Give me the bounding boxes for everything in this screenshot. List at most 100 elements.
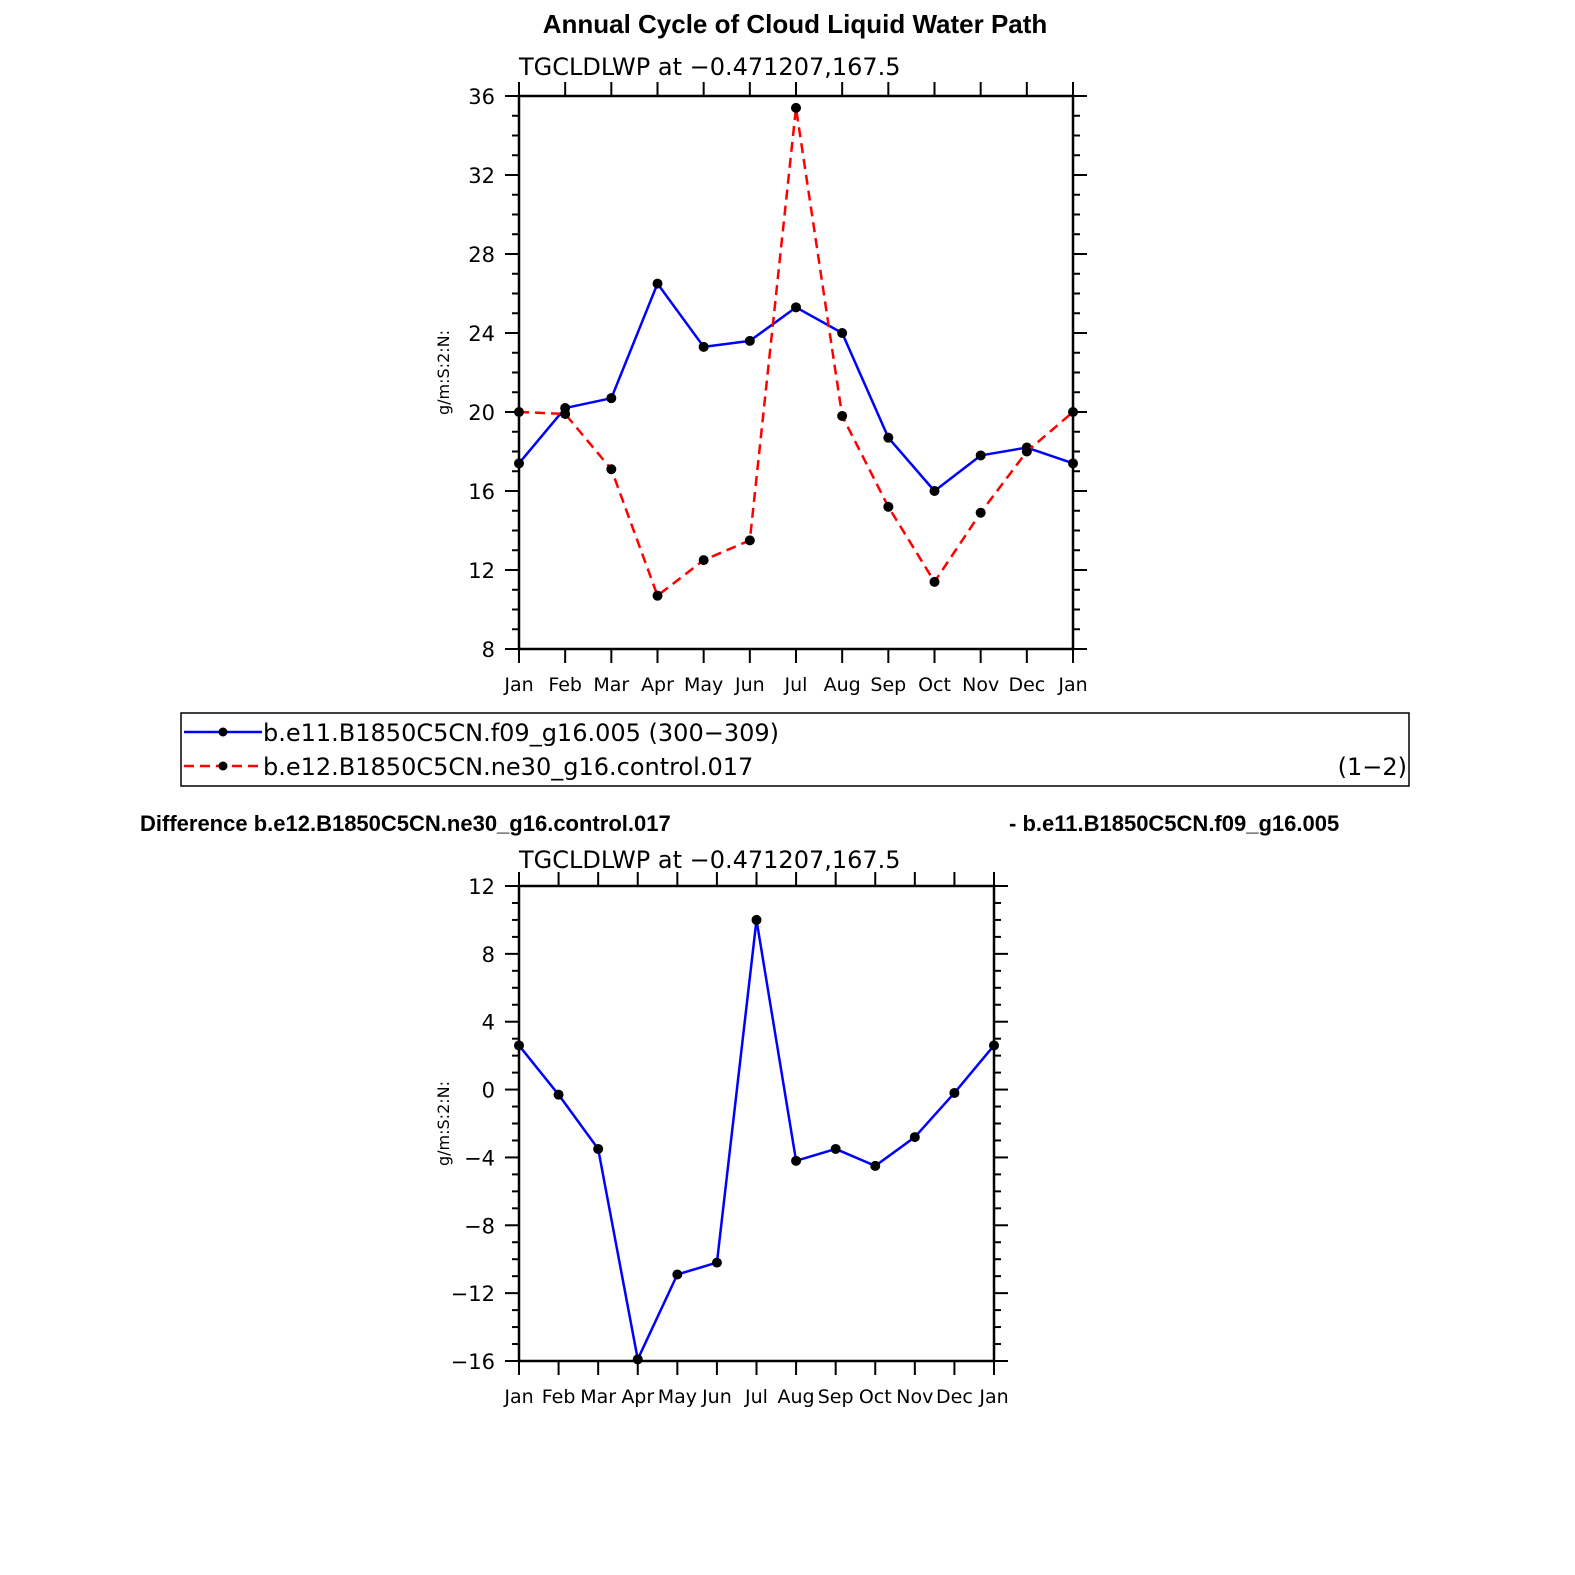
data-point-series-1 <box>751 914 762 925</box>
y-tick-label: −4 <box>464 1146 495 1170</box>
y-tick-label: −12 <box>451 1282 495 1306</box>
x-tick-label: Nov <box>896 1386 933 1408</box>
y-tick-label: −8 <box>464 1214 495 1238</box>
y-tick-label: 36 <box>468 85 495 109</box>
y-tick-label: 12 <box>468 559 495 583</box>
x-tick-label: Sep <box>870 674 906 696</box>
x-tick-label: Jan <box>978 1386 1008 1408</box>
y-tick-label: 0 <box>482 1079 495 1103</box>
x-tick-label: Nov <box>962 674 999 696</box>
data-point-series-1 <box>632 1354 643 1365</box>
y-tick-label: 24 <box>468 322 495 346</box>
x-tick-label: Jun <box>734 674 765 696</box>
x-tick-label: Dec <box>1008 674 1045 696</box>
chart-subtitle: TGCLDLWP at −0.471207,167.5 <box>518 53 901 81</box>
difference-subtitle: TGCLDLWP at −0.471207,167.5 <box>518 846 901 874</box>
legend-marker-series-2 <box>218 761 228 771</box>
data-point-series-1 <box>1068 458 1078 469</box>
x-tick-label: Dec <box>936 1386 973 1408</box>
x-tick-label: Apr <box>641 674 674 696</box>
data-point-series-1 <box>929 486 940 496</box>
series-line-2 <box>518 106 1074 597</box>
data-point-series-1 <box>870 1160 881 1171</box>
x-tick-label: Jul <box>784 674 808 696</box>
data-point-series-2 <box>698 555 709 566</box>
plot-frame <box>517 94 1075 651</box>
data-point-series-1 <box>514 1040 524 1051</box>
data-point-series-2 <box>560 408 571 419</box>
y-tick-label: 28 <box>468 243 495 267</box>
data-point-series-2 <box>606 464 617 475</box>
x-tick-label: Aug <box>778 1386 815 1408</box>
x-tick-label: Jan <box>1057 674 1087 696</box>
data-point-series-2 <box>514 407 524 417</box>
data-point-series-1 <box>606 393 617 404</box>
x-tick-label: May <box>658 1386 697 1408</box>
data-point-series-1 <box>593 1143 604 1154</box>
y-tick-label: 4 <box>482 1011 495 1035</box>
legend-entry-series-1: b.e11.B1850C5CN.f09_g16.005 (300−309) <box>263 719 779 747</box>
y-tick-label: 8 <box>482 638 495 662</box>
data-point-series-1 <box>975 450 986 461</box>
y-axis-label: g/m:S:2:N: <box>434 330 453 415</box>
data-point-series-1 <box>909 1132 920 1143</box>
x-tick-label: Feb <box>548 674 582 696</box>
x-tick-label: Aug <box>824 674 861 696</box>
y-tick-label: 8 <box>482 943 495 967</box>
y-tick-label: 12 <box>468 875 495 899</box>
y-tick-label: 32 <box>468 164 495 188</box>
legend-entry-series-2: b.e12.B1850C5CN.ne30_g16.control.017 <box>263 753 753 781</box>
data-point-series-2 <box>744 535 755 546</box>
legend-suffix: (1−2) <box>1338 753 1407 781</box>
y-tick-label: 16 <box>468 480 495 504</box>
series-line-1 <box>518 918 995 1361</box>
x-tick-label: Apr <box>621 1386 654 1408</box>
y-axis-label: g/m:S:2:N: <box>434 1081 453 1166</box>
data-point-series-1 <box>672 1269 683 1280</box>
data-point-series-1 <box>883 432 894 443</box>
difference-title-left: Difference b.e12.B1850C5CN.ne30_g16.cont… <box>140 811 671 836</box>
data-point-series-1 <box>791 302 801 313</box>
data-point-series-1 <box>791 1155 802 1166</box>
difference-title-right: - b.e11.B1850C5CN.f09_g16.005 <box>1009 811 1339 836</box>
x-tick-label: Jan <box>503 1386 533 1408</box>
data-point-series-2 <box>652 590 663 601</box>
difference-plot: −16 −12 −8 −4 0 4 8 12 Jan Feb Mar Apr May Jun Jul Aug S… <box>434 872 1009 1408</box>
plot-frame <box>517 884 996 1363</box>
data-point-series-1 <box>553 1089 564 1100</box>
x-tick-label: Oct <box>859 1386 892 1408</box>
data-point-series-1 <box>989 1040 999 1051</box>
chart-title: Annual Cycle of Cloud Liquid Water Path <box>543 9 1048 39</box>
x-tick-label: Oct <box>918 674 951 696</box>
legend-marker-series-1 <box>218 727 228 737</box>
data-point-series-2 <box>883 501 894 512</box>
legend: b.e11.B1850C5CN.f09_g16.005 (300−309) b.… <box>180 712 1410 787</box>
data-point-series-1 <box>744 335 755 346</box>
x-tick-label: Mar <box>593 674 629 696</box>
y-tick-label: −16 <box>451 1350 495 1374</box>
data-point-series-2 <box>1068 407 1078 417</box>
data-point-series-2 <box>975 507 986 518</box>
x-tick-label: Jan <box>503 674 533 696</box>
data-point-series-1 <box>837 328 848 338</box>
x-tick-label: Jun <box>701 1386 732 1408</box>
x-tick-label: Jul <box>744 1386 768 1408</box>
annual-cycle-plot: 8 12 16 20 24 28 32 36 Jan Feb Mar Apr May Jun Jul Aug S… <box>434 82 1088 696</box>
legend-box <box>180 712 1410 787</box>
data-point-series-1 <box>698 341 709 352</box>
data-point-series-2 <box>929 576 940 587</box>
x-tick-label: Sep <box>818 1386 854 1408</box>
x-tick-label: May <box>684 674 723 696</box>
x-tick-label: Mar <box>580 1386 616 1408</box>
data-point-series-1 <box>830 1143 841 1154</box>
data-point-series-2 <box>791 102 801 113</box>
data-point-series-1 <box>514 458 524 469</box>
data-point-series-1 <box>711 1257 722 1268</box>
data-point-series-2 <box>837 410 848 421</box>
data-point-series-2 <box>1021 446 1032 457</box>
data-point-series-1 <box>949 1087 960 1098</box>
y-tick-label: 20 <box>468 401 495 425</box>
x-tick-label: Feb <box>542 1386 576 1408</box>
data-point-series-1 <box>652 278 663 289</box>
